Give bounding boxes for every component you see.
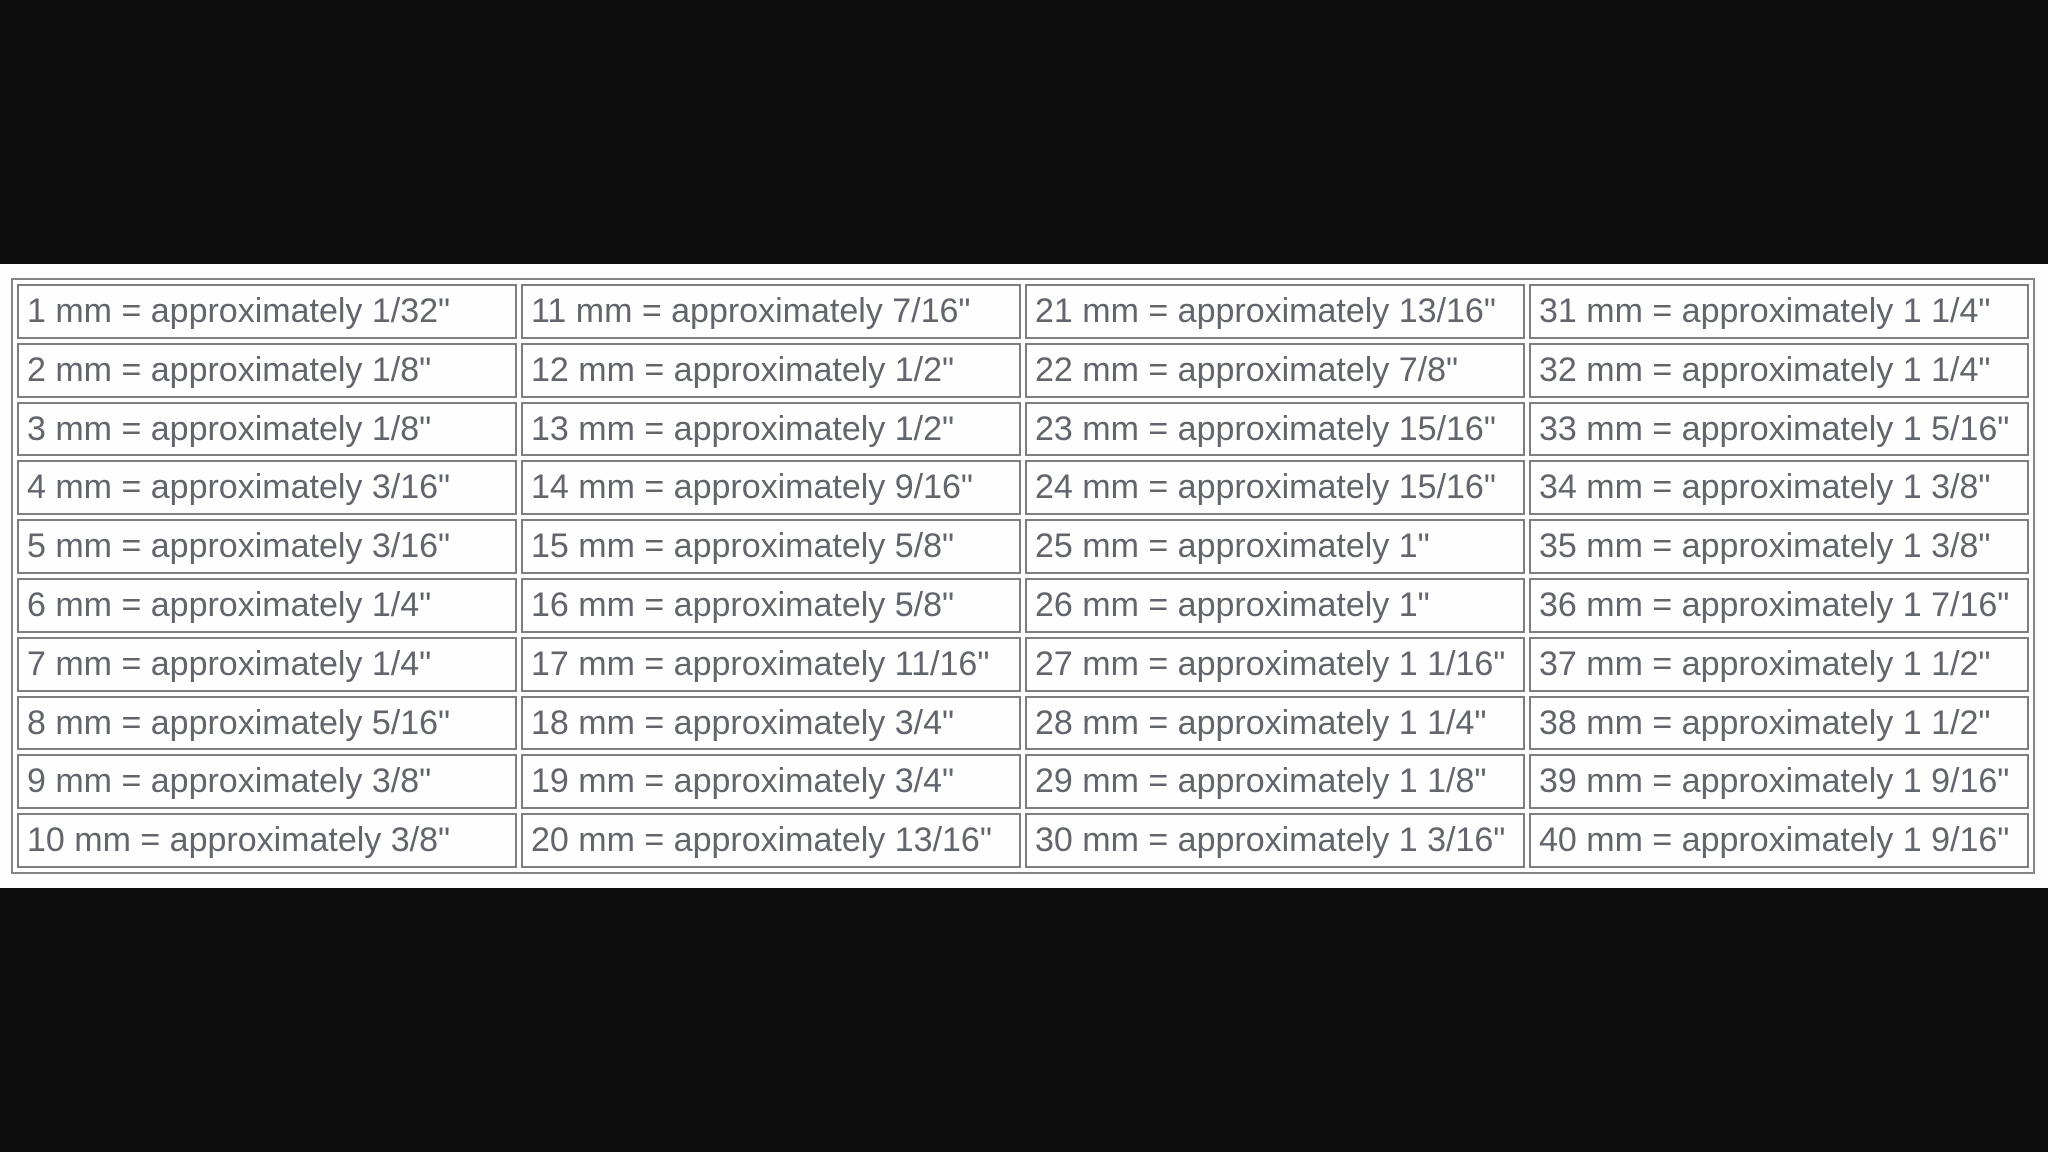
conversion-cell: 23 mm = approximately 15/16"	[1025, 401, 1525, 457]
page-background: 1 mm = approximately 1/32" 11 mm = approx…	[0, 264, 2048, 888]
conversion-cell: 30 mm = approximately 1 3/16"	[1025, 813, 1525, 868]
table-row: 8 mm = approximately 5/16" 18 mm = approx…	[17, 695, 2029, 751]
table-row: 4 mm = approximately 3/16" 14 mm = approx…	[17, 460, 2029, 516]
conversion-cell: 2 mm = approximately 1/8"	[17, 342, 517, 398]
conversion-cell: 6 mm = approximately 1/4"	[17, 577, 517, 633]
conversion-cell: 35 mm = approximately 1 3/8"	[1529, 519, 2029, 574]
table-row: 7 mm = approximately 1/4" 17 mm = approxi…	[17, 636, 2029, 692]
conversion-cell: 33 mm = approximately 1 5/16"	[1529, 401, 2029, 457]
conversion-cell: 29 mm = approximately 1 1/8"	[1025, 754, 1525, 810]
conversion-cell: 14 mm = approximately 9/16"	[521, 460, 1021, 516]
conversion-cell: 22 mm = approximately 7/8"	[1025, 342, 1525, 398]
conversion-cell: 8 mm = approximately 5/16"	[17, 695, 517, 751]
conversion-cell: 3 mm = approximately 1/8"	[17, 401, 517, 457]
conversion-cell: 25 mm = approximately 1"	[1025, 519, 1525, 574]
conversion-cell: 40 mm = approximately 1 9/16"	[1529, 813, 2029, 868]
table-row: 9 mm = approximately 3/8" 19 mm = approxi…	[17, 754, 2029, 810]
table-row: 1 mm = approximately 1/32" 11 mm = approx…	[17, 284, 2029, 339]
table-row: 6 mm = approximately 1/4" 16 mm = approxi…	[17, 577, 2029, 633]
table-row: 10 mm = approximately 3/8" 20 mm = approx…	[17, 813, 2029, 868]
conversion-cell: 19 mm = approximately 3/4"	[521, 754, 1021, 810]
conversion-cell: 28 mm = approximately 1 1/4"	[1025, 695, 1525, 751]
conversion-cell: 12 mm = approximately 1/2"	[521, 342, 1021, 398]
conversion-cell: 13 mm = approximately 1/2"	[521, 401, 1021, 457]
conversion-cell: 37 mm = approximately 1 1/2"	[1529, 636, 2029, 692]
letterbox-top	[0, 0, 2048, 264]
conversion-cell: 38 mm = approximately 1 1/2"	[1529, 695, 2029, 751]
conversion-cell: 24 mm = approximately 15/16"	[1025, 460, 1525, 516]
conversion-cell: 18 mm = approximately 3/4"	[521, 695, 1021, 751]
conversion-cell: 11 mm = approximately 7/16"	[521, 284, 1021, 339]
conversion-cell: 20 mm = approximately 13/16"	[521, 813, 1021, 868]
conversion-cell: 4 mm = approximately 3/16"	[17, 460, 517, 516]
conversion-cell: 27 mm = approximately 1 1/16"	[1025, 636, 1525, 692]
conversion-cell: 17 mm = approximately 11/16"	[521, 636, 1021, 692]
letterbox-bottom	[0, 888, 2048, 1152]
table-row: 5 mm = approximately 3/16" 15 mm = approx…	[17, 519, 2029, 574]
conversion-cell: 7 mm = approximately 1/4"	[17, 636, 517, 692]
conversion-cell: 32 mm = approximately 1 1/4"	[1529, 342, 2029, 398]
conversion-cell: 15 mm = approximately 5/8"	[521, 519, 1021, 574]
conversion-cell: 9 mm = approximately 3/8"	[17, 754, 517, 810]
conversion-cell: 39 mm = approximately 1 9/16"	[1529, 754, 2029, 810]
conversion-cell: 16 mm = approximately 5/8"	[521, 577, 1021, 633]
conversion-cell: 26 mm = approximately 1"	[1025, 577, 1525, 633]
conversion-cell: 36 mm = approximately 1 7/16"	[1529, 577, 2029, 633]
conversion-cell: 5 mm = approximately 3/16"	[17, 519, 517, 574]
conversion-cell: 31 mm = approximately 1 1/4"	[1529, 284, 2029, 339]
conversion-cell: 10 mm = approximately 3/8"	[17, 813, 517, 868]
table-row: 2 mm = approximately 1/8" 12 mm = approxi…	[17, 342, 2029, 398]
mm-to-inch-conversion-table: 1 mm = approximately 1/32" 11 mm = approx…	[11, 278, 2035, 874]
table-row: 3 mm = approximately 1/8" 13 mm = approxi…	[17, 401, 2029, 457]
conversion-table-body: 1 mm = approximately 1/32" 11 mm = approx…	[17, 284, 2029, 868]
conversion-cell: 34 mm = approximately 1 3/8"	[1529, 460, 2029, 516]
conversion-cell: 1 mm = approximately 1/32"	[17, 284, 517, 339]
conversion-cell: 21 mm = approximately 13/16"	[1025, 284, 1525, 339]
